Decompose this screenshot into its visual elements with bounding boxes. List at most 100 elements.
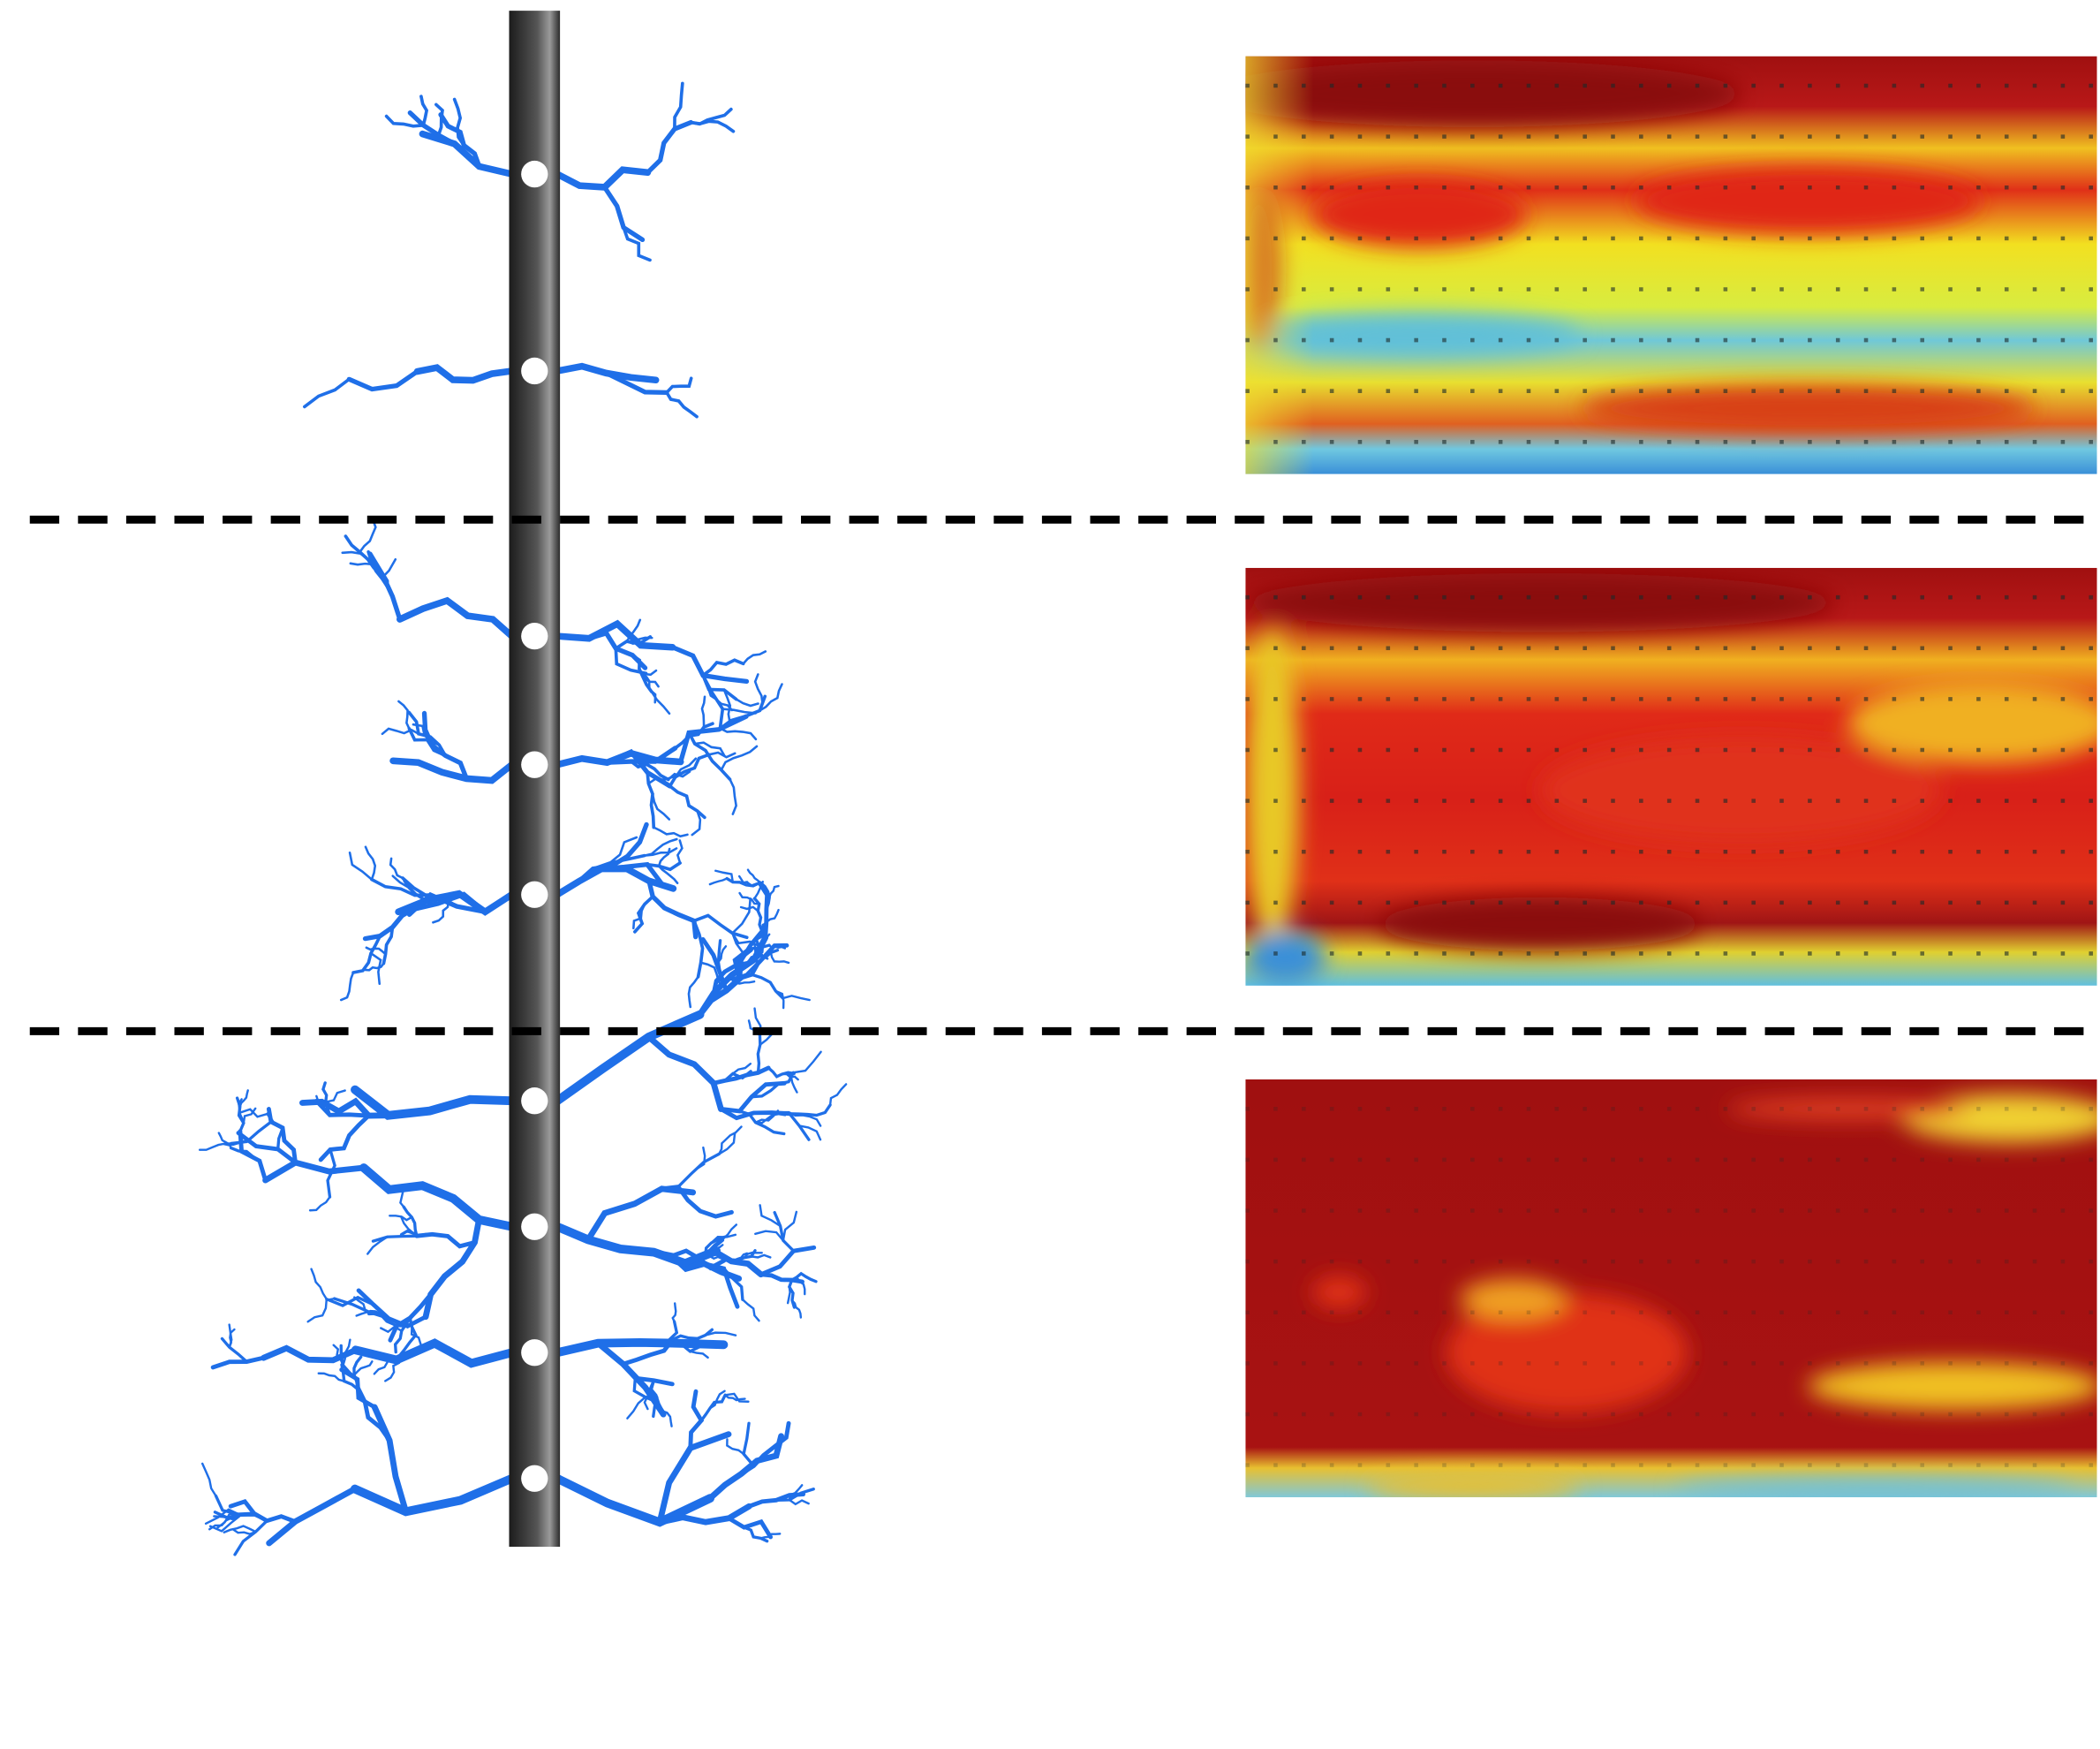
fracture	[669, 645, 750, 685]
fracture	[342, 1338, 351, 1367]
fracture	[707, 751, 737, 759]
fracture	[366, 1236, 389, 1255]
fracture	[750, 1071, 796, 1099]
perforation	[521, 357, 548, 385]
fracture	[348, 851, 374, 881]
fracture	[661, 1410, 673, 1427]
fracture	[554, 166, 652, 191]
fracture	[223, 1140, 248, 1147]
fracture	[656, 1431, 732, 1526]
fracture	[750, 1253, 772, 1259]
fracture	[704, 1331, 737, 1336]
fracture	[350, 1473, 517, 1517]
fracture	[710, 1233, 737, 1245]
fracture	[553, 1010, 705, 1106]
fracture	[397, 1187, 405, 1208]
fracture	[223, 1525, 257, 1533]
fracture	[432, 900, 450, 924]
fracture	[313, 1098, 371, 1118]
fracture	[633, 895, 654, 934]
fracture	[731, 897, 752, 935]
fracture	[231, 1527, 257, 1535]
fracture	[726, 1516, 774, 1540]
fracture	[632, 903, 646, 930]
fracture	[238, 1089, 249, 1108]
fracture	[722, 688, 732, 724]
fracture	[729, 777, 737, 815]
fracture	[723, 1070, 752, 1082]
fracture	[601, 185, 646, 243]
fracture	[643, 1389, 653, 1411]
fracture	[706, 1238, 725, 1254]
fracture	[262, 1159, 367, 1184]
fracture	[397, 1316, 418, 1359]
fracture	[603, 370, 669, 396]
fracture	[643, 837, 678, 857]
fracture	[742, 650, 767, 665]
fracture	[788, 1103, 832, 1117]
fracture	[381, 925, 395, 965]
fracture	[389, 757, 516, 784]
fracture	[689, 107, 733, 126]
fracture	[668, 753, 711, 788]
fracture	[238, 1108, 269, 1118]
fracture	[759, 1272, 804, 1284]
fracture	[421, 710, 469, 782]
fracture	[701, 658, 745, 678]
fracture	[697, 934, 769, 1018]
fracture	[380, 1325, 403, 1334]
fracture	[737, 943, 789, 980]
fracture	[645, 119, 694, 175]
fracture	[204, 1508, 242, 1526]
fracture	[687, 975, 699, 1009]
fracture	[397, 596, 516, 640]
fracture	[718, 1132, 737, 1155]
fracture	[363, 962, 385, 972]
fracture	[434, 102, 444, 137]
fracture	[553, 1473, 714, 1527]
fracture	[692, 913, 749, 940]
fracture	[699, 961, 723, 989]
fracture	[648, 1379, 664, 1413]
fracture	[668, 784, 706, 820]
perforation	[521, 1213, 548, 1240]
fracture	[389, 857, 404, 880]
fracture	[759, 1204, 782, 1228]
fracture	[371, 1404, 410, 1515]
perforations	[521, 160, 548, 1492]
fracture	[622, 225, 652, 262]
fracture	[419, 95, 429, 127]
fracture	[382, 557, 397, 589]
perforation	[521, 881, 548, 908]
fracture	[228, 1323, 233, 1349]
fracture	[678, 714, 749, 765]
fracture	[351, 1085, 517, 1120]
fracture	[646, 861, 682, 872]
wellbore	[509, 11, 561, 1548]
fracture	[718, 1125, 743, 1155]
fracture	[364, 845, 377, 881]
fracture	[701, 673, 738, 701]
fracture	[742, 1421, 756, 1468]
fracture-network	[198, 81, 848, 1556]
fracture	[711, 1065, 771, 1086]
perforation	[521, 1339, 548, 1367]
heatmap-fill	[1245, 1079, 2097, 1497]
fracture	[407, 727, 448, 758]
fracture	[369, 951, 382, 986]
fracture	[303, 377, 351, 409]
fracture	[400, 1215, 415, 1235]
heatmap-2	[1245, 567, 2097, 986]
fracture	[665, 376, 693, 395]
fracture	[626, 1396, 647, 1420]
fracture	[646, 770, 656, 829]
fracture	[743, 1251, 763, 1259]
fracture	[769, 951, 790, 965]
fracture	[730, 978, 756, 985]
fracture	[756, 1034, 762, 1075]
fracture	[726, 1438, 745, 1456]
fracture	[604, 746, 678, 765]
fracture	[371, 1234, 419, 1243]
fracture	[720, 745, 759, 771]
